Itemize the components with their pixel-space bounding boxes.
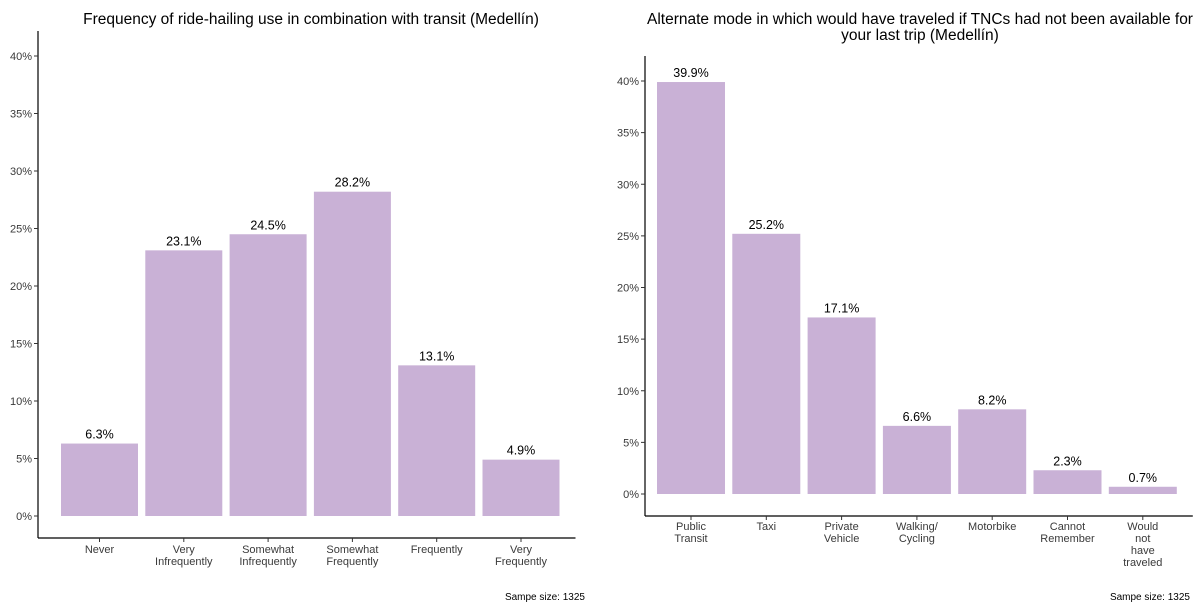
chart-left-x-tick-label: Very [510,544,533,556]
chart-left-data-label: 28.2% [335,176,370,190]
chart-left-title: Frequency of ride-hailing use in combina… [83,11,539,28]
chart-right-y-tick-label: 15% [617,334,639,346]
chart-right-x-tick-label: Cycling [899,533,935,545]
chart-left-x-tick-label: Somewhat [242,544,294,556]
chart-left-y-tick-label: 35% [10,109,32,121]
chart-left-y-tick-label: 5% [16,454,32,466]
chart-right-sample-size-note: Sampe size: 1325 [1110,592,1190,603]
chart-right-data-label: 39.9% [673,66,708,80]
chart-left-y-tick-label: 30% [10,166,32,178]
chart-left-data-label: 13.1% [419,349,454,363]
chart-left-sample-size-note: Sampe size: 1325 [505,592,585,603]
chart-left-bar [482,459,560,516]
chart-left-x-tick-label: Frequently [411,544,463,556]
chart-left-data-label: 6.3% [85,428,114,442]
chart-right-data-label: 25.2% [749,218,784,232]
chart-left-x-tick-label: Infrequently [239,556,297,568]
chart-right-x-tick-label: Taxi [757,521,777,533]
chart-right-x-tick-label: Public [676,521,706,533]
chart-right-data-label: 2.3% [1053,454,1082,468]
chart-left-bar [145,250,223,516]
chart-left-x-tick-label: Very [173,544,196,556]
chart-left-x-tick-label: Never [85,544,115,556]
chart-left-bar [313,191,391,516]
chart-left-x-tick-label: Infrequently [155,556,213,568]
chart-left-data-label: 23.1% [166,234,201,248]
chart-right-y-tick-label: 0% [623,489,639,501]
chart-left-y-tick-label: 40% [10,51,32,63]
chart-right-y-tick-label: 10% [617,386,639,398]
chart-left-data-label: 4.9% [507,444,536,458]
chart-right-y-tick-label: 40% [617,76,639,88]
chart-right-bar [882,425,951,494]
chart-left-x-tick-label: Frequently [326,556,378,568]
chart-right-x-tick-label: have [1131,545,1155,557]
chart-right-data-label: 0.7% [1129,471,1158,485]
chart-left-y-tick-label: 15% [10,339,32,351]
chart-right-bar [1108,486,1177,494]
chart-right-y-tick-label: 5% [623,437,639,449]
chart-left-x-tick-label: Somewhat [326,544,378,556]
chart-left-y-tick-label: 10% [10,396,32,408]
chart-left-x-tick-label: Frequently [495,556,547,568]
chart-right-bar [1033,470,1102,494]
chart-right-x-tick-label: Motorbike [968,521,1016,533]
chart-right-x-tick-label: Would [1127,521,1158,533]
chart-right-x-tick-label: traveled [1123,557,1162,569]
chart-right-y-tick-label: 35% [617,128,639,140]
chart-right-x-tick-label: Transit [674,533,707,545]
chart-left-y-tick-label: 25% [10,224,32,236]
chart-left-bar [61,443,138,516]
chart-right-x-tick-label: Private [824,521,858,533]
chart-left-data-label: 24.5% [250,218,285,232]
chart-right-data-label: 8.2% [978,393,1007,407]
chart-right-x-tick-label: Walking/ [896,521,939,533]
chart-right-data-label: 17.1% [824,301,859,315]
chart-right-title-line-1: Alternate mode in which would have trave… [647,11,1193,28]
chart-right-bar [807,317,876,494]
chart-left-bar [398,365,476,516]
chart-left-y-tick-label: 20% [10,281,32,293]
chart-right-y-tick-label: 20% [617,283,639,295]
chart-right-bar [657,82,725,494]
chart-left-bar [229,234,307,516]
chart-right-title-line-2: your last trip (Medellín) [841,27,999,44]
chart-right-x-tick-label: not [1135,533,1150,545]
chart-right-x-tick-label: Vehicle [824,533,859,545]
chart-right-bar [732,233,801,494]
chart-right-y-tick-label: 30% [617,179,639,191]
chart-right-x-tick-label: Cannot [1050,521,1085,533]
chart-right-x-tick-label: Remember [1040,533,1095,545]
chart-right-bar [958,409,1027,494]
chart-left-y-tick-label: 0% [16,511,32,523]
chart-right-data-label: 6.6% [903,410,932,424]
chart-right-y-tick-label: 25% [617,231,639,243]
